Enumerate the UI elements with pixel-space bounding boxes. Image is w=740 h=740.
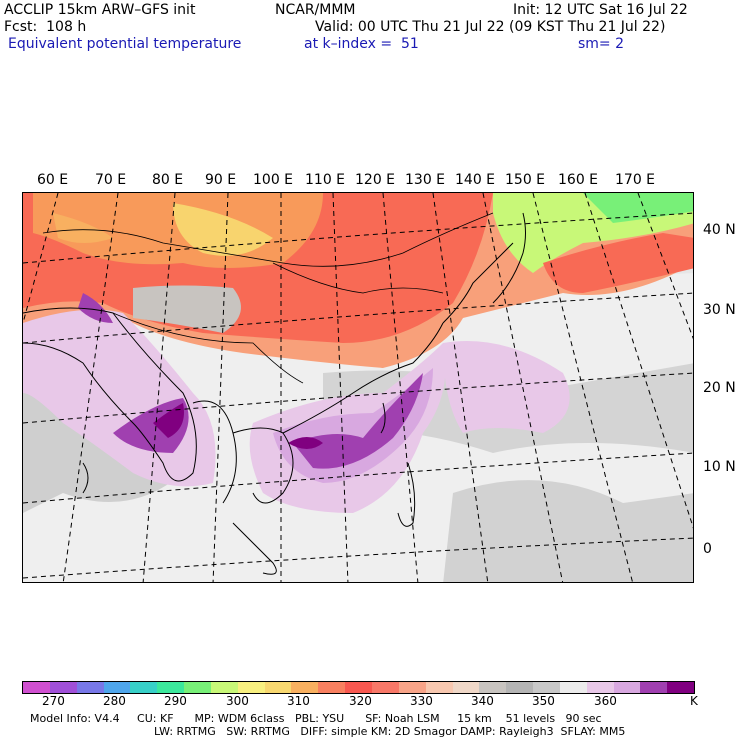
colorbar-tick: 290 bbox=[164, 694, 187, 708]
lon-label: 100 E bbox=[253, 172, 294, 188]
colorbar-swatch bbox=[103, 682, 131, 693]
init-time: Init: 12 UTC Sat 16 Jul 22 bbox=[513, 2, 688, 18]
lon-label: 120 E bbox=[355, 172, 396, 188]
colorbar-swatch bbox=[157, 682, 185, 693]
colorbar-swatch bbox=[345, 682, 372, 693]
model-info-line2: LW: RRTMG SW: RRTMG DIFF: simple KM: 2D … bbox=[154, 725, 626, 738]
field-name: Equivalent potential temperature bbox=[8, 36, 242, 52]
valid-time: Valid: 00 UTC Thu 21 Jul 22 (09 KST Thu … bbox=[315, 19, 666, 35]
lon-label: 150 E bbox=[505, 172, 546, 188]
colorbar-swatch bbox=[184, 682, 211, 693]
colorbar-swatch bbox=[640, 682, 668, 693]
colorbar-swatch bbox=[371, 682, 399, 693]
lon-label: 160 E bbox=[558, 172, 599, 188]
forecast-hour: Fcst: 108 h bbox=[4, 19, 87, 35]
colorbar-swatch bbox=[210, 682, 238, 693]
colorbar-tick: 310 bbox=[287, 694, 310, 708]
level-label: at k–index = 51 bbox=[304, 36, 419, 52]
colorbar-tick: 330 bbox=[410, 694, 433, 708]
lon-label: 170 E bbox=[615, 172, 656, 188]
colorbar-tick: 350 bbox=[532, 694, 555, 708]
colorbar-swatch bbox=[49, 682, 77, 693]
colorbar-swatch bbox=[506, 682, 534, 693]
colorbar-tick: 360 bbox=[594, 694, 617, 708]
colorbar-swatch bbox=[425, 682, 453, 693]
colorbar-swatch bbox=[130, 682, 158, 693]
model-info-line1: Model Info: V4.4 CU: KF MP: WDM 6class P… bbox=[30, 712, 602, 725]
model-title: ACCLIP 15km ARW–GFS init bbox=[4, 2, 196, 18]
colorbar-tick: 340 bbox=[471, 694, 494, 708]
center-name: NCAR/MMM bbox=[275, 2, 356, 18]
colorbar-swatch bbox=[291, 682, 319, 693]
colorbar bbox=[22, 681, 695, 694]
colorbar-swatch bbox=[398, 682, 426, 693]
colorbar-tick: 300 bbox=[226, 694, 249, 708]
lat-label: 30 N bbox=[703, 302, 736, 318]
colorbar-swatch bbox=[452, 682, 480, 693]
lon-label: 90 E bbox=[205, 172, 237, 188]
lat-label: 10 N bbox=[703, 459, 736, 475]
lat-label: 0 bbox=[703, 541, 712, 557]
smoothing-label: sm= 2 bbox=[578, 36, 625, 52]
lat-label: 20 N bbox=[703, 380, 736, 396]
colorbar-swatch bbox=[264, 682, 292, 693]
lon-label: 130 E bbox=[405, 172, 446, 188]
colorbar-swatch bbox=[479, 682, 507, 693]
colorbar-swatch bbox=[533, 682, 560, 693]
lon-label: 140 E bbox=[455, 172, 496, 188]
colorbar-swatch bbox=[23, 682, 50, 693]
colorbar-swatch bbox=[76, 682, 104, 693]
lon-label: 110 E bbox=[305, 172, 346, 188]
colorbar-tick: 270 bbox=[42, 694, 65, 708]
lon-label: 70 E bbox=[95, 172, 127, 188]
lon-label: 80 E bbox=[152, 172, 184, 188]
colorbar-swatch bbox=[237, 682, 265, 693]
colorbar-swatch bbox=[318, 682, 346, 693]
theta-e-map bbox=[22, 192, 694, 583]
colorbar-tick: 280 bbox=[103, 694, 126, 708]
map-field bbox=[23, 193, 693, 582]
lon-label: 60 E bbox=[37, 172, 69, 188]
colorbar-tick: 320 bbox=[349, 694, 372, 708]
colorbar-swatch bbox=[559, 682, 587, 693]
colorbar-swatch bbox=[586, 682, 614, 693]
colorbar-swatch bbox=[667, 682, 695, 693]
colorbar-swatch bbox=[613, 682, 641, 693]
colorbar-unit: K bbox=[690, 694, 698, 708]
lat-label: 40 N bbox=[703, 222, 736, 238]
